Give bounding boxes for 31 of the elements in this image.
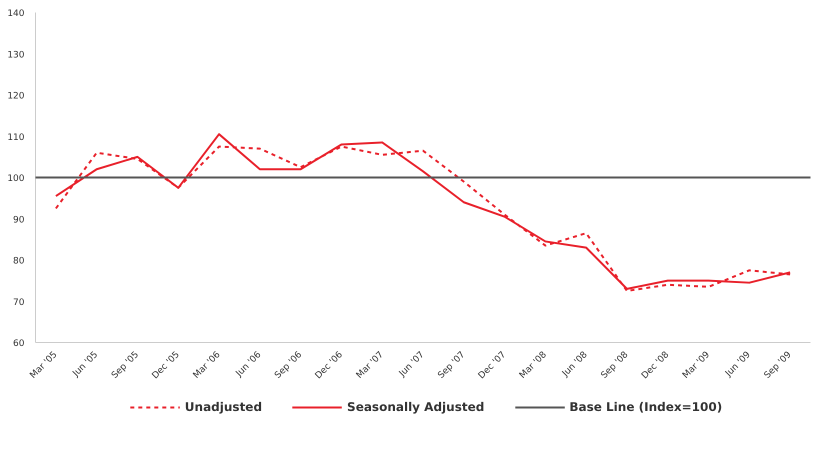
x-tick-label: Sep '07 [436,350,468,381]
x-tick-label: Sep '06 [273,350,304,381]
x-tick-label: Dec '06 [314,350,346,382]
x-tick-label: Jun '06 [234,350,264,380]
y-tick-label: 120 [7,92,25,102]
x-tick-label: Sep '09 [762,350,794,381]
y-tick-label: 110 [7,132,25,143]
legend-label: Base Line (Index=100) [569,400,722,414]
x-tick-label: Mar '06 [192,350,223,381]
y-tick-label: 60 [13,339,25,349]
x-tick-label: Sep '08 [600,350,631,381]
x-tick-label: Jun '08 [560,350,590,380]
y-tick-label: 90 [13,215,25,226]
x-tick-label: Mar '08 [518,350,550,381]
legend-label: Unadjusted [184,400,262,414]
x-tick-label: Jun '05 [70,350,100,380]
y-tick-label: 140 [7,9,25,19]
y-tick-label: 70 [13,298,25,308]
x-tick-label: Sep '05 [110,350,142,381]
legend-label: Seasonally Adjusted [347,400,484,414]
x-tick-label: Jun '07 [396,350,427,380]
x-tick-label: Mar '05 [28,350,60,381]
x-tick-label: Dec '05 [150,350,182,382]
x-tick-label: Mar '09 [681,350,712,381]
y-tick-label: 80 [13,256,25,266]
x-tick-label: Dec '07 [476,350,508,382]
x-tick-label: Dec '08 [640,350,672,382]
x-tick-label: Jun '09 [723,350,754,380]
y-tick-label: 130 [7,50,25,60]
y-tick-label: 100 [7,174,25,184]
x-tick-label: Mar '07 [354,350,386,381]
